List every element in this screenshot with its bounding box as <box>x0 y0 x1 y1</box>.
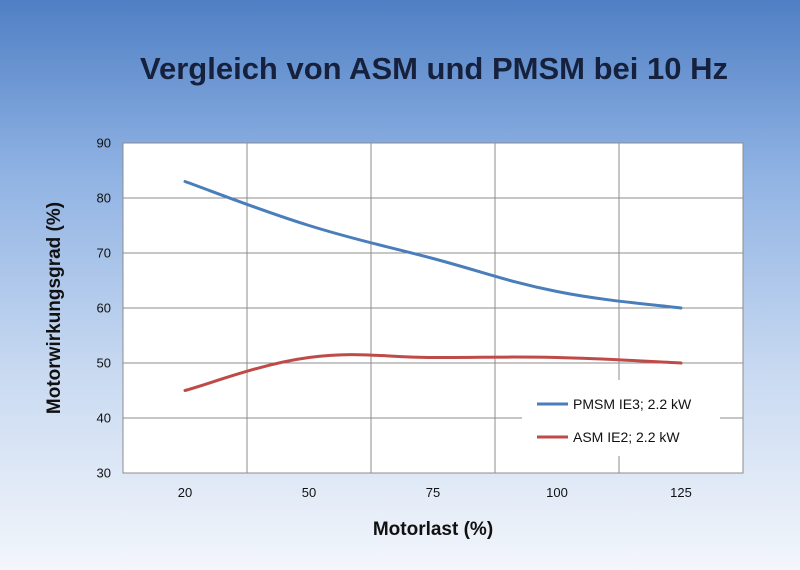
y-tick-label: 90 <box>97 136 111 151</box>
y-axis-ticks: 30 40 50 60 70 80 90 <box>97 136 111 481</box>
series-lines <box>183 180 683 392</box>
y-axis-title: Motorwirkungsgrad (%) <box>44 202 65 414</box>
series-line-1 <box>183 180 683 310</box>
y-tick-label: 80 <box>97 191 111 206</box>
y-tick-label: 40 <box>97 411 111 426</box>
x-tick-label: 100 <box>546 485 568 500</box>
legend-items: PMSM IE3; 2.2 kW ASM IE2; 2.2 kW <box>537 396 692 445</box>
x-axis-title: Motorlast (%) <box>373 519 493 540</box>
legend-label: PMSM IE3; 2.2 kW <box>573 396 692 412</box>
x-tick-label: 20 <box>178 485 192 500</box>
series-line-2 <box>183 353 683 392</box>
x-tick-label: 125 <box>670 485 692 500</box>
y-tick-label: 70 <box>97 246 111 261</box>
x-tick-label: 75 <box>426 485 440 500</box>
y-tick-label: 30 <box>97 466 111 481</box>
legend <box>522 380 720 456</box>
chart-title: Vergleich von ASM und PMSM bei 10 Hz <box>140 51 728 86</box>
x-tick-label: 50 <box>302 485 316 500</box>
y-tick-label: 50 <box>97 356 111 371</box>
y-tick-label: 60 <box>97 301 111 316</box>
legend-label: ASM IE2; 2.2 kW <box>573 429 680 445</box>
x-axis-ticks: 20 50 75 100 125 <box>178 485 692 500</box>
